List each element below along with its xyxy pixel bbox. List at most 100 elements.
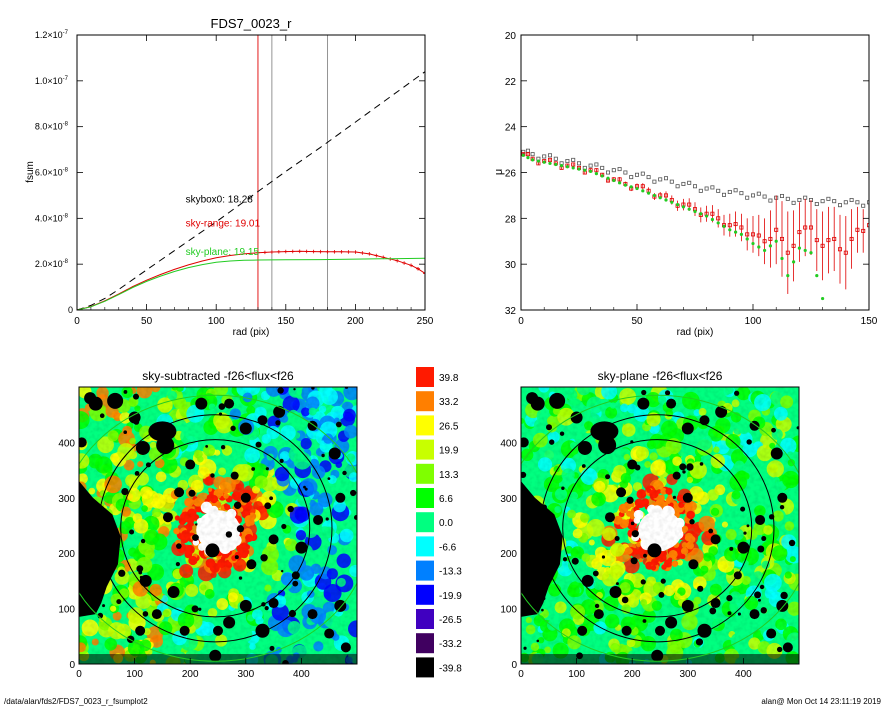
map-mask-small bbox=[139, 575, 143, 579]
footer-path: /data/alan/fds2/FDS7_0023_r_fsumplot2 bbox=[4, 697, 148, 706]
map-mask-small bbox=[697, 585, 704, 592]
map-mask-small bbox=[551, 532, 555, 536]
profile-point-sky-range bbox=[861, 228, 866, 233]
growth-annotation-2: sky-plane: 19.15 bbox=[186, 247, 260, 258]
map-aperture-ellipse-0 bbox=[521, 394, 799, 662]
ytick-mantissa: 2.0×10 bbox=[35, 259, 63, 269]
map-mask-star bbox=[239, 422, 252, 435]
map-mask-small bbox=[626, 496, 634, 504]
map-mask-small bbox=[269, 645, 275, 651]
profile-point-sky-range bbox=[809, 225, 814, 230]
profile-point-skybox0 bbox=[739, 191, 744, 196]
profile-point-skybox0 bbox=[525, 148, 530, 153]
profile-point-skybox0 bbox=[588, 163, 593, 168]
profile-point-sky-plane bbox=[693, 209, 697, 214]
map-mask-star bbox=[340, 642, 351, 653]
map-mask-small bbox=[776, 646, 783, 653]
ytick-mantissa: 6.0×10 bbox=[35, 168, 63, 178]
ytick-exponent: -7 bbox=[63, 76, 69, 82]
map-mask-star bbox=[239, 599, 252, 612]
profile-point-sky-range bbox=[814, 238, 819, 243]
map-mask-star bbox=[715, 405, 728, 418]
map-mask-small bbox=[134, 470, 140, 476]
profile-point-sky-plane bbox=[768, 244, 773, 248]
profile-point-sky-plane bbox=[745, 237, 749, 241]
map-mask-small bbox=[546, 546, 550, 550]
map-mask-star bbox=[609, 585, 622, 598]
profile-point-skybox0 bbox=[855, 200, 860, 205]
map-mask-small bbox=[536, 529, 543, 536]
map-mask-small bbox=[754, 591, 762, 599]
map-mask-star bbox=[593, 609, 604, 620]
map-mask-small bbox=[727, 611, 732, 616]
map-mask-small bbox=[709, 607, 717, 615]
map-mask-small bbox=[142, 611, 149, 617]
profile-point-sky-plane bbox=[560, 164, 564, 168]
profile-point-sky-plane bbox=[809, 251, 813, 255]
profile-point-sky-plane bbox=[774, 239, 778, 243]
map-mask-small bbox=[251, 467, 256, 471]
profile-point-skybox0 bbox=[687, 180, 692, 185]
profile-point-sky-plane bbox=[734, 230, 738, 234]
profile-point-skybox0 bbox=[780, 193, 785, 198]
map-mask-small bbox=[269, 496, 274, 501]
profile-point-sky-range bbox=[838, 247, 843, 252]
profile-point-skybox0 bbox=[594, 162, 599, 167]
profile-point-skybox0 bbox=[565, 159, 570, 164]
map2-frame bbox=[520, 386, 800, 665]
map-mask-small bbox=[335, 421, 342, 428]
map-mask-star bbox=[205, 543, 220, 558]
profile-point-sky-plane bbox=[705, 214, 709, 218]
map-mask-small bbox=[279, 458, 284, 463]
ytick-mantissa: 1.2×10 bbox=[35, 30, 63, 40]
profile-ylabel: μ bbox=[493, 169, 505, 175]
profile-point-sky-plane bbox=[652, 193, 657, 198]
profile-point-skybox0 bbox=[623, 170, 628, 175]
profile-ytick-label: 20 bbox=[505, 31, 517, 42]
colorbar-swatch bbox=[416, 560, 434, 581]
map1-title: sky-subtracted -f26<flux<f26 bbox=[142, 369, 294, 383]
profile-point-skybox0 bbox=[843, 200, 848, 205]
map-mask-small bbox=[353, 514, 357, 520]
map-mask-small bbox=[277, 387, 284, 394]
profile-point-sky-plane bbox=[763, 248, 767, 253]
profile-point-sky-range bbox=[855, 227, 860, 232]
profile-point-sky-range bbox=[617, 177, 622, 182]
growth-ytick-label: 4.0×10-8 bbox=[35, 213, 69, 223]
profile-point-skybox0 bbox=[530, 152, 535, 157]
map-mask-small bbox=[191, 605, 199, 613]
profile-point-skybox0 bbox=[675, 184, 680, 189]
map-ytick-label: 0 bbox=[511, 660, 517, 671]
profile-point-skybox0 bbox=[693, 184, 698, 189]
growth-ytick-label: 2.0×10-8 bbox=[35, 259, 69, 269]
map-mask-small bbox=[281, 523, 287, 530]
map-mask-small bbox=[699, 462, 704, 466]
profile-point-skybox0 bbox=[617, 167, 622, 172]
map-mask-star bbox=[577, 625, 588, 636]
map-mask-small bbox=[708, 528, 714, 534]
growth-ytick-label: 6.0×10-8 bbox=[35, 168, 69, 178]
profile-point-sky-plane bbox=[571, 166, 575, 170]
profile-point-skybox0 bbox=[745, 195, 750, 200]
profile-point-sky-plane bbox=[548, 161, 552, 165]
profile-point-sky-plane bbox=[803, 248, 807, 253]
map-mask-small bbox=[523, 646, 527, 650]
profile-point-skybox0 bbox=[600, 165, 605, 170]
map-mask-large bbox=[521, 481, 563, 617]
profile-point-sky-range bbox=[756, 233, 761, 238]
map-mask-star bbox=[749, 609, 760, 620]
footer-timestamp: alan@ Mon Oct 14 23:11:19 2019 bbox=[761, 697, 881, 706]
map-mask-small bbox=[140, 538, 146, 544]
profile-point-sky-plane bbox=[531, 158, 535, 162]
map-mask-small bbox=[292, 580, 299, 587]
map-mask-small bbox=[304, 487, 308, 491]
map-mask-small bbox=[740, 506, 746, 512]
profile-point-sky-range bbox=[745, 232, 750, 237]
ytick-exponent: -7 bbox=[63, 30, 69, 36]
map-mask-small bbox=[265, 467, 269, 471]
colorbar-label: 0.0 bbox=[439, 518, 453, 529]
ytick-exponent: -8 bbox=[63, 259, 69, 265]
map-mask-star bbox=[223, 616, 236, 629]
sky-subtracted-map-panel: sky-subtracted -f26<flux<f26 0 100 200 300 4… bbox=[58, 369, 358, 680]
map-mask-star bbox=[697, 623, 712, 638]
